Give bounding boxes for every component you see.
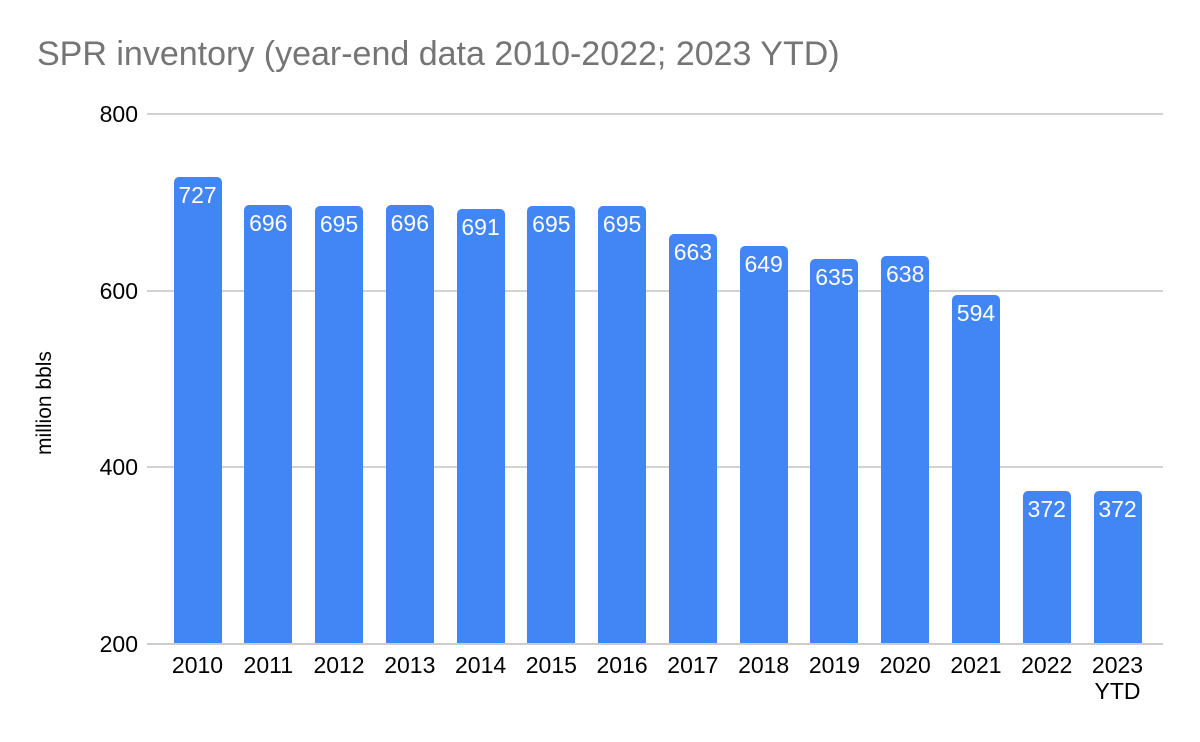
bar-value-label: 635 xyxy=(815,263,854,290)
bar: 727 xyxy=(173,177,222,643)
bar: 695 xyxy=(315,205,364,643)
y-tick-label: 400 xyxy=(99,454,138,481)
x-tick-label: 2014 xyxy=(454,652,507,678)
bar-value-label: 695 xyxy=(319,210,359,237)
gridline xyxy=(147,643,1163,645)
bar-value-label: 649 xyxy=(744,251,783,278)
bar: 372 xyxy=(1022,491,1071,643)
x-tick-label: 2017 xyxy=(667,652,719,678)
bar-value-label: 696 xyxy=(249,209,288,236)
bar-value-label: 638 xyxy=(886,261,925,288)
bar: 594 xyxy=(951,294,1000,643)
chart-title: SPR inventory (year-end data 2010-2022; … xyxy=(37,35,840,73)
bar-value-label: 594 xyxy=(956,299,996,326)
x-tick-label: 2022 xyxy=(1021,652,1073,678)
x-tick-label: 2011 xyxy=(243,652,293,678)
bar-value-label: 696 xyxy=(390,209,429,236)
bar: 663 xyxy=(668,234,717,643)
x-tick-label: 2018 xyxy=(738,652,790,678)
bar: 696 xyxy=(385,204,434,643)
y-tick-label: 800 xyxy=(99,101,138,127)
bar: 649 xyxy=(739,246,788,643)
x-tick-label: 2020 xyxy=(879,652,931,678)
bar-value-label: 663 xyxy=(673,239,713,266)
x-tick-label: 2015 xyxy=(525,652,577,678)
x-tick-label: 2012 xyxy=(313,652,365,678)
x-tick-label: 2010 xyxy=(171,652,224,678)
y-tick-label: 200 xyxy=(99,631,138,657)
bar: 696 xyxy=(244,204,293,643)
bar-value-label: 691 xyxy=(461,214,500,241)
gridline xyxy=(147,466,1163,469)
bar-value-label: 727 xyxy=(178,182,217,209)
bar-value-label: 372 xyxy=(1098,496,1137,523)
bar: 372 xyxy=(1093,491,1142,643)
x-tick-label: 2021 xyxy=(950,652,1002,678)
bar: 635 xyxy=(810,258,859,643)
x-tick-label: 2013 xyxy=(384,652,436,678)
x-tick-label: 2023 YTD xyxy=(1091,652,1144,704)
bar: 695 xyxy=(527,205,576,643)
gridline xyxy=(147,289,1163,292)
bar: 691 xyxy=(456,209,505,643)
gridline xyxy=(147,113,1163,115)
bar-value-label: 695 xyxy=(602,210,642,237)
bar: 695 xyxy=(598,205,647,643)
bar-value-label: 372 xyxy=(1027,496,1066,523)
x-tick-label: 2016 xyxy=(596,652,648,678)
y-tick-label: 600 xyxy=(99,277,138,304)
bar: 638 xyxy=(881,256,930,643)
x-tick-label: 2019 xyxy=(808,652,860,678)
bar-value-label: 695 xyxy=(532,210,571,237)
